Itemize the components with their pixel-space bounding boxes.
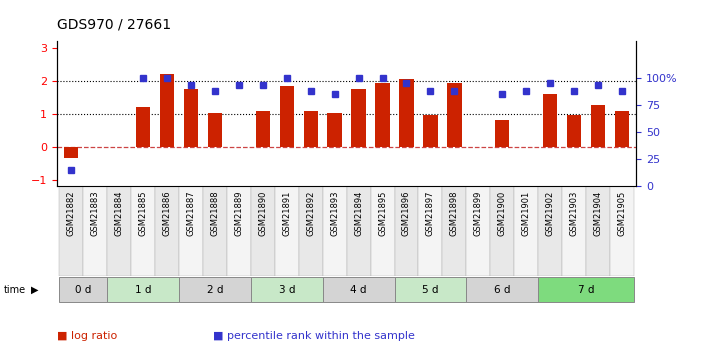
Bar — [208, 113, 222, 147]
Text: GSM21885: GSM21885 — [139, 191, 148, 236]
Bar — [107, 186, 131, 276]
Text: GSM21902: GSM21902 — [545, 191, 555, 236]
Bar — [136, 107, 150, 147]
Text: ▶: ▶ — [31, 285, 39, 295]
Text: GDS970 / 27661: GDS970 / 27661 — [57, 17, 171, 31]
Text: time: time — [4, 285, 26, 295]
Bar — [610, 186, 634, 276]
Bar — [107, 277, 179, 302]
Bar — [514, 186, 538, 276]
Bar — [538, 277, 634, 302]
Text: GSM21887: GSM21887 — [186, 191, 196, 236]
Text: GSM21903: GSM21903 — [570, 191, 579, 236]
Text: 0 d: 0 d — [75, 285, 92, 295]
Text: 3 d: 3 d — [279, 285, 295, 295]
Text: ■ percentile rank within the sample: ■ percentile rank within the sample — [213, 332, 415, 341]
Text: 4 d: 4 d — [351, 285, 367, 295]
Bar — [370, 186, 395, 276]
Bar — [423, 116, 437, 147]
Bar — [447, 82, 461, 147]
Bar — [155, 186, 179, 276]
Text: GSM21904: GSM21904 — [594, 191, 602, 236]
Bar — [179, 277, 251, 302]
Bar — [304, 110, 318, 147]
Text: GSM21886: GSM21886 — [163, 191, 171, 236]
Bar — [256, 111, 270, 147]
Text: GSM21893: GSM21893 — [330, 191, 339, 236]
Bar — [466, 277, 538, 302]
Text: GSM21901: GSM21901 — [522, 191, 530, 236]
Bar — [586, 186, 610, 276]
Bar — [543, 94, 557, 147]
Text: GSM21892: GSM21892 — [306, 191, 315, 236]
Bar — [131, 186, 155, 276]
Text: GSM21895: GSM21895 — [378, 191, 387, 236]
Bar — [160, 74, 174, 147]
Text: GSM21890: GSM21890 — [258, 191, 267, 236]
Bar — [274, 186, 299, 276]
Bar — [64, 147, 78, 158]
Text: GSM21900: GSM21900 — [498, 191, 507, 236]
Text: GSM21888: GSM21888 — [210, 191, 220, 236]
Bar — [203, 186, 227, 276]
Bar — [562, 186, 586, 276]
Bar — [179, 186, 203, 276]
Text: GSM21899: GSM21899 — [474, 191, 483, 236]
Bar — [346, 186, 370, 276]
Text: GSM21896: GSM21896 — [402, 191, 411, 236]
Text: GSM21891: GSM21891 — [282, 191, 292, 236]
Text: GSM21894: GSM21894 — [354, 191, 363, 236]
Text: 7 d: 7 d — [578, 285, 594, 295]
Bar — [323, 277, 395, 302]
Bar — [395, 186, 419, 276]
Text: 1 d: 1 d — [135, 285, 151, 295]
Bar — [491, 186, 514, 276]
Bar — [466, 186, 491, 276]
Bar — [395, 277, 466, 302]
Bar — [419, 186, 442, 276]
Text: 5 d: 5 d — [422, 285, 439, 295]
Bar — [375, 82, 390, 147]
Text: GSM21905: GSM21905 — [617, 191, 626, 236]
Text: GSM21898: GSM21898 — [450, 191, 459, 236]
Text: GSM21889: GSM21889 — [235, 191, 243, 236]
Bar — [251, 277, 323, 302]
Bar — [442, 186, 466, 276]
Bar — [59, 186, 83, 276]
Bar — [615, 110, 629, 147]
Bar — [59, 277, 107, 302]
Bar — [183, 89, 198, 147]
Text: ■ log ratio: ■ log ratio — [57, 332, 117, 341]
Text: GSM21882: GSM21882 — [67, 191, 76, 236]
Bar — [351, 89, 365, 147]
Bar — [400, 79, 414, 147]
Bar — [495, 120, 510, 147]
Bar — [251, 186, 274, 276]
Bar — [328, 113, 342, 147]
Bar — [567, 116, 582, 147]
Bar — [323, 186, 346, 276]
Text: GSM21883: GSM21883 — [91, 191, 100, 236]
Text: 2 d: 2 d — [207, 285, 223, 295]
Bar — [227, 186, 251, 276]
Bar — [299, 186, 323, 276]
Text: GSM21884: GSM21884 — [114, 191, 124, 236]
Text: 6 d: 6 d — [494, 285, 510, 295]
Bar — [83, 186, 107, 276]
Text: GSM21897: GSM21897 — [426, 191, 435, 236]
Bar — [279, 86, 294, 147]
Bar — [591, 105, 605, 147]
Bar — [538, 186, 562, 276]
